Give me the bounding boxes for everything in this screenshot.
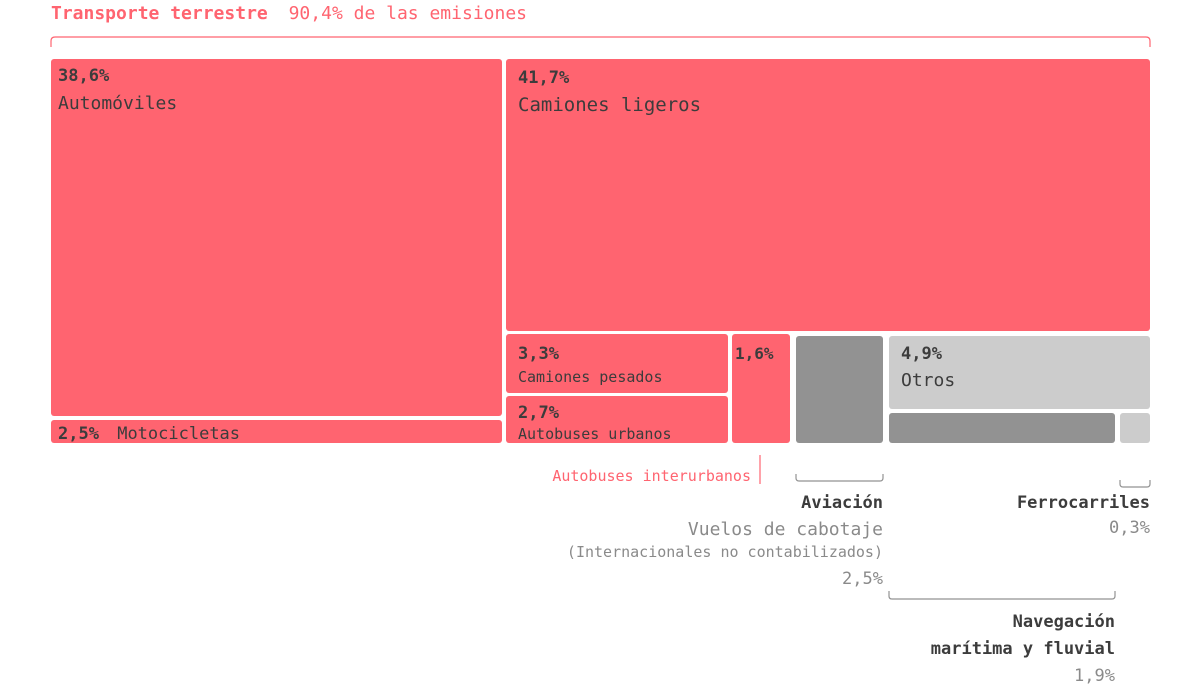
camiones-pesados-label: Camiones pesados: [518, 368, 663, 386]
tile-camiones-ligeros: [506, 59, 1150, 331]
tile-autobuses-interurbanos: [732, 334, 790, 443]
aviation-title: Aviación: [801, 493, 883, 513]
title-bold: Transporte terrestre: [51, 3, 268, 24]
autobuses-interurbanos-value: 1,6%: [735, 344, 774, 363]
title-rest: 90,4% de las emisiones: [289, 3, 527, 24]
otros-value: 4,9%: [901, 344, 943, 364]
road-transport-bracket: [50, 36, 1151, 47]
tile-aviacion: [796, 336, 883, 443]
camiones-pesados-value: 3,3%: [518, 344, 560, 364]
interurban-annotation: Autobuses interurbanos: [552, 467, 751, 485]
otros-label: Otros: [901, 370, 955, 391]
motocicletas-value: 2,5%: [58, 424, 100, 444]
tile-autobuses-urbanos: [506, 396, 728, 443]
tile-ferrocarriles: [1120, 413, 1150, 443]
camiones-ligeros-label: Camiones ligeros: [518, 94, 701, 116]
motocicletas-label: Motocicletas: [117, 424, 240, 444]
tile-camiones-pesados: [506, 334, 728, 393]
rail-title: Ferrocarriles: [1017, 493, 1150, 513]
chart-title: Transporte terrestre 90,4% de las emisio…: [51, 3, 527, 24]
tile-motocicletas: [51, 420, 502, 443]
tile-navegacion: [889, 413, 1115, 443]
rail-value: 0,3%: [1109, 518, 1150, 538]
automoviles-value: 38,6%: [58, 66, 110, 86]
camiones-ligeros-value: 41,7%: [518, 68, 570, 88]
automoviles-label: Automóviles: [58, 93, 177, 114]
tile-automoviles: [51, 59, 502, 416]
aviation-value: 2,5%: [842, 569, 883, 589]
navigation-value: 1,9%: [1074, 666, 1115, 686]
autobuses-urbanos-value: 2,7%: [518, 403, 560, 423]
autobuses-urbanos-label: Autobuses urbanos: [518, 425, 672, 443]
tile-otros: [889, 336, 1150, 409]
navigation-title-line1: Navegación: [1013, 612, 1115, 632]
rail-bracket: [1119, 480, 1151, 488]
navigation-title-line2: marítima y fluvial: [931, 639, 1115, 659]
aviation-note: (Internacionales no contabilizados): [567, 543, 883, 561]
motocicletas-text: 2,5% Motocicletas: [58, 424, 240, 444]
aviation-subtitle: Vuelos de cabotaje: [688, 519, 883, 540]
navigation-bracket: [888, 591, 1116, 600]
aviation-bracket: [795, 474, 884, 482]
